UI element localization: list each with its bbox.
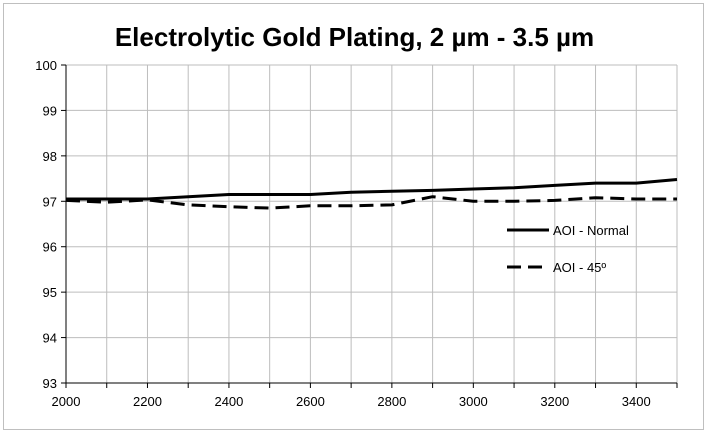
series-lines	[65, 178, 678, 210]
x-tick-label: 2400	[214, 394, 243, 409]
series-line-aoi-45	[65, 195, 677, 210]
axes	[61, 64, 678, 388]
x-tick-label: 3200	[540, 394, 569, 409]
y-tick-label: 94	[43, 331, 57, 346]
y-tick-label: 100	[35, 58, 57, 73]
x-tick-label: 3400	[622, 394, 651, 409]
y-tick-label: 98	[43, 149, 57, 164]
y-tick-label: 96	[43, 240, 57, 255]
legend-label: AOI - Normal	[553, 223, 629, 238]
series-line-aoi-normal	[66, 178, 678, 201]
y-tick-label: 97	[43, 194, 57, 209]
y-tick-label: 95	[43, 285, 57, 300]
x-tick-label: 2200	[133, 394, 162, 409]
legend-label: AOI - 45º	[553, 260, 606, 275]
y-tick-label: 99	[43, 103, 57, 118]
x-tick-labels: 2000 2200 2400 2600 2800 3000 3200 3400	[52, 394, 651, 409]
x-tick-label: 3000	[459, 394, 488, 409]
y-tick-labels: 93 94 95 96 97 98 99 100	[35, 58, 57, 391]
x-tick-label: 2800	[377, 394, 406, 409]
chart-title: Electrolytic Gold Plating, 2 µm - 3.5 µm	[114, 22, 595, 52]
chart-frame	[3, 3, 704, 430]
legend: AOI - Normal AOI - 45º	[507, 223, 629, 275]
x-tick-label: 2000	[52, 394, 81, 409]
x-tick-label: 2600	[296, 394, 325, 409]
y-tick-label: 93	[43, 376, 57, 391]
grid-lines	[66, 64, 678, 383]
